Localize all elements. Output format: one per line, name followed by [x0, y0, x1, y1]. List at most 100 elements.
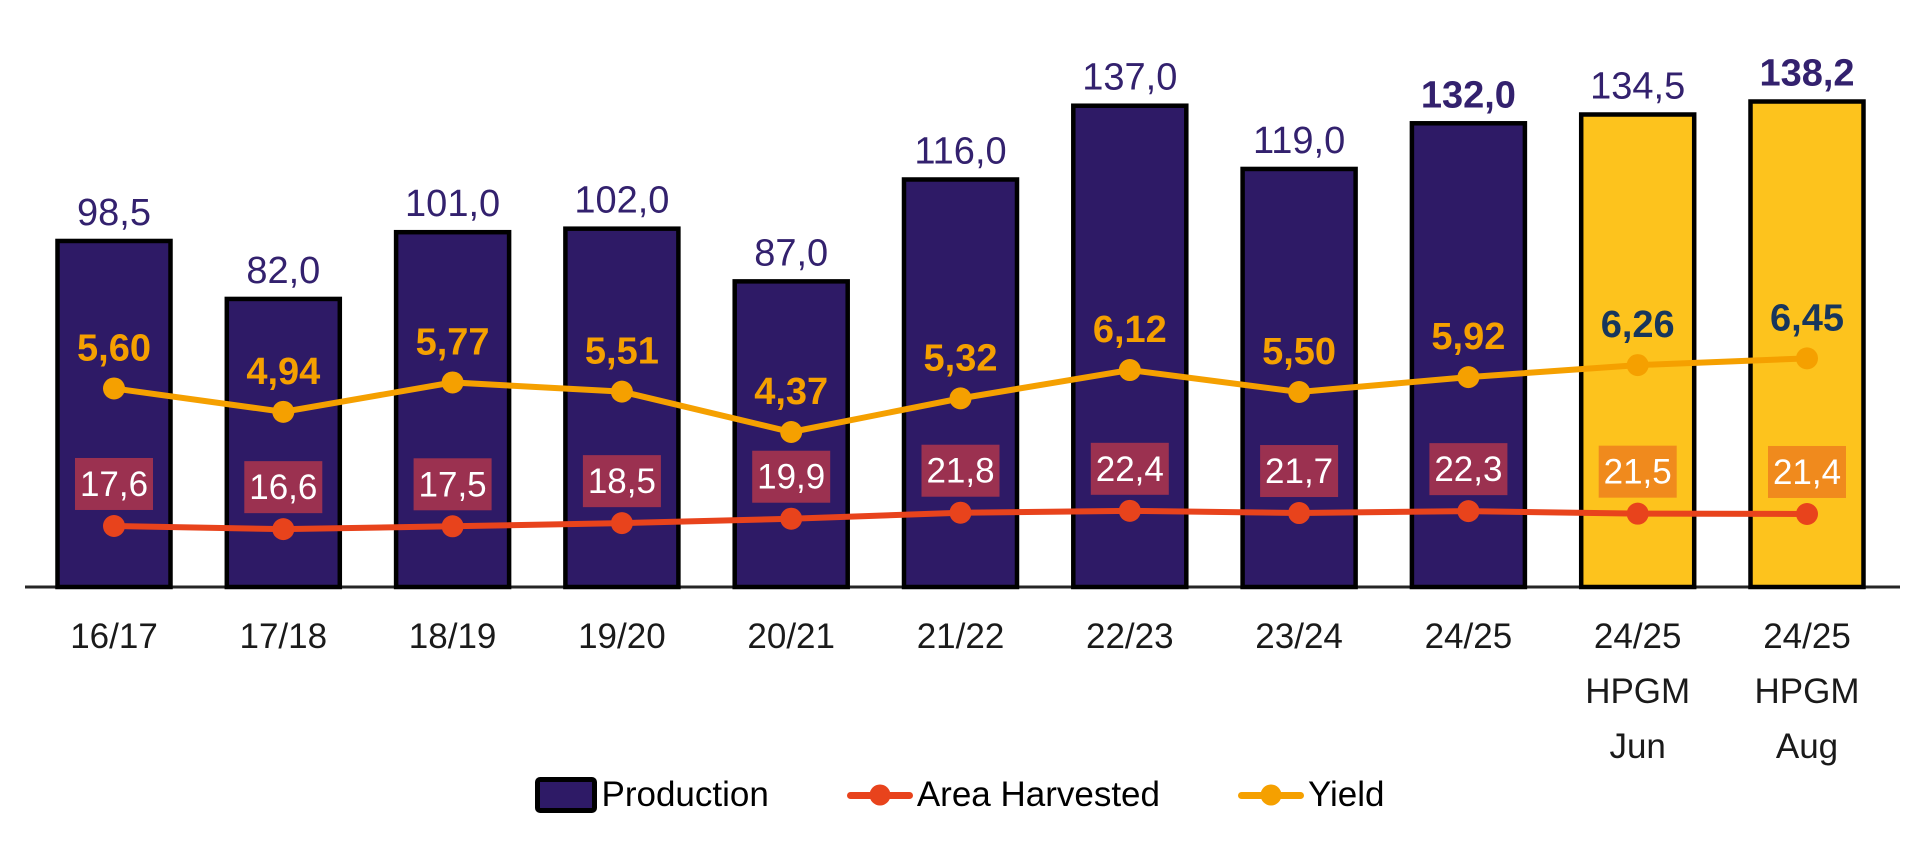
- yield-value-label-4: 4,37: [754, 371, 828, 413]
- x-axis-label-2: 18/19: [409, 617, 497, 656]
- production-value-label-6: 137,0: [1082, 57, 1177, 99]
- yield-value-label-10: 6,45: [1770, 297, 1844, 339]
- area-harvested-point-0: [103, 514, 125, 537]
- production-value-label-2: 101,0: [405, 183, 500, 225]
- area-harvested-value-label-2: 17,5: [419, 465, 487, 504]
- yield-point-1: [272, 400, 295, 423]
- x-axis-label-line: 18/19: [409, 617, 497, 656]
- yield-value-label-6: 6,12: [1093, 309, 1167, 351]
- x-axis-label-line: Aug: [1776, 727, 1838, 766]
- x-axis-label-0: 16/17: [70, 617, 158, 656]
- yield-point-8: [1457, 366, 1480, 389]
- production-value-label-1: 82,0: [246, 250, 320, 292]
- x-axis-label-7: 23/24: [1255, 617, 1343, 656]
- yield-value-label-3: 5,51: [585, 331, 659, 373]
- area-harvested-point-7: [1288, 502, 1311, 525]
- legend-item-yield: Yield: [1237, 775, 1385, 815]
- legend-label-area-harvested: Area Harvested: [916, 775, 1160, 814]
- area-harvested-point-8: [1457, 500, 1480, 523]
- x-axis-label-line: 21/22: [917, 617, 1005, 656]
- yield-point-2: [441, 371, 464, 394]
- legend: Production Area Harvested Yield: [0, 775, 1920, 815]
- x-axis-label-line: 19/20: [578, 617, 666, 656]
- production-bar-swatch-icon: [535, 777, 598, 813]
- area-harvested-value-label-10: 21,4: [1773, 453, 1841, 492]
- x-axis-label-1: 17/18: [240, 617, 328, 656]
- yield-value-label-1: 4,94: [246, 351, 320, 393]
- area-harvested-box-3: [582, 455, 661, 508]
- yield-dot-icon: [1260, 784, 1282, 806]
- area-harvested-value-label-1: 16,6: [249, 468, 317, 507]
- x-axis-label-line: 24/25: [1425, 617, 1513, 656]
- production-value-label-7: 119,0: [1253, 120, 1345, 162]
- area-harvested-point-5: [949, 501, 972, 524]
- area-harvested-box-7: [1260, 445, 1339, 498]
- x-axis-label-4: 20/21: [747, 617, 835, 656]
- area-harvested-value-label-5: 21,8: [926, 452, 994, 491]
- area-harvested-dot-icon: [869, 784, 891, 806]
- x-axis-label-3: 19/20: [578, 617, 666, 656]
- area-harvested-value-label-4: 19,9: [757, 458, 825, 497]
- production-bar-5: [901, 177, 1020, 590]
- x-axis-label-5: 21/22: [917, 617, 1005, 656]
- production-value-label-0: 98,5: [77, 192, 151, 234]
- yield-point-7: [1288, 381, 1311, 403]
- yield-value-label-7: 5,50: [1262, 331, 1336, 373]
- area-harvested-point-3: [610, 512, 633, 535]
- area-harvested-box-0: [75, 457, 153, 510]
- legend-label-yield: Yield: [1307, 775, 1385, 814]
- x-axis-label-line: HPGM: [1585, 672, 1690, 711]
- production-value-label-10: 138,2: [1759, 53, 1854, 95]
- area-harvested-point-10: [1796, 502, 1818, 525]
- area-harvested-box-2: [413, 458, 492, 511]
- yield-value-label-5: 5,32: [924, 337, 998, 379]
- x-axis-label-line: 20/21: [747, 617, 835, 656]
- area-harvested-box-8: [1429, 443, 1508, 496]
- x-axis-label-line: HPGM: [1755, 672, 1860, 711]
- yield-point-0: [103, 377, 125, 400]
- area-harvested-point-4: [780, 507, 803, 530]
- area-harvested-value-label-3: 18,5: [588, 462, 656, 501]
- area-harvested-value-label-9: 21,5: [1604, 453, 1672, 492]
- production-value-label-4: 87,0: [754, 232, 828, 274]
- area-harvested-box-6: [1090, 442, 1169, 495]
- x-axis-label-line: 17/18: [240, 617, 328, 656]
- x-axis-label-9: 24/25 HPGM Jun: [1585, 617, 1690, 766]
- x-axis-label-10: 24/25 HPGM Aug: [1755, 617, 1860, 766]
- x-axis-label-line: 16/17: [70, 617, 158, 656]
- area-harvested-point-9: [1626, 502, 1649, 525]
- yield-point-9: [1626, 354, 1649, 377]
- production-bar-7: [1240, 166, 1358, 590]
- yield-line-swatch-icon: [1237, 784, 1304, 806]
- x-axis-label-line: 23/24: [1255, 617, 1343, 656]
- x-axis-label-line: Jun: [1609, 727, 1665, 766]
- area-harvested-line-swatch-icon: [846, 784, 913, 806]
- area-harvested-point-1: [272, 518, 295, 541]
- yield-point-6: [1118, 359, 1141, 382]
- yield-value-label-8: 5,92: [1431, 316, 1505, 358]
- area-harvested-box-4: [752, 450, 831, 503]
- production-value-label-9: 134,5: [1590, 66, 1685, 108]
- production-value-label-8: 132,0: [1421, 74, 1516, 116]
- area-harvested-value-label-6: 22,4: [1096, 450, 1164, 489]
- yield-value-label-9: 6,26: [1601, 304, 1675, 346]
- area-harvested-value-label-0: 17,6: [80, 465, 148, 504]
- x-axis-label-8: 24/25: [1425, 617, 1513, 656]
- production-bar-1: [224, 296, 343, 590]
- x-axis-label-line: 24/25: [1763, 617, 1851, 656]
- x-axis-label-line: 22/23: [1086, 617, 1174, 656]
- yield-point-4: [780, 421, 803, 444]
- area-harvested-box-9: [1598, 445, 1677, 498]
- yield-value-label-2: 5,77: [416, 321, 490, 363]
- yield-point-5: [949, 387, 972, 410]
- legend-label-production: Production: [601, 775, 769, 814]
- x-axis-label-line: 24/25: [1594, 617, 1682, 656]
- yield-point-10: [1796, 347, 1818, 370]
- legend-item-production: Production: [535, 775, 769, 815]
- production-value-label-5: 116,0: [914, 130, 1006, 172]
- production-value-label-3: 102,0: [574, 180, 669, 222]
- area-harvested-point-2: [441, 515, 464, 538]
- legend-item-area-harvested: Area Harvested: [846, 775, 1160, 815]
